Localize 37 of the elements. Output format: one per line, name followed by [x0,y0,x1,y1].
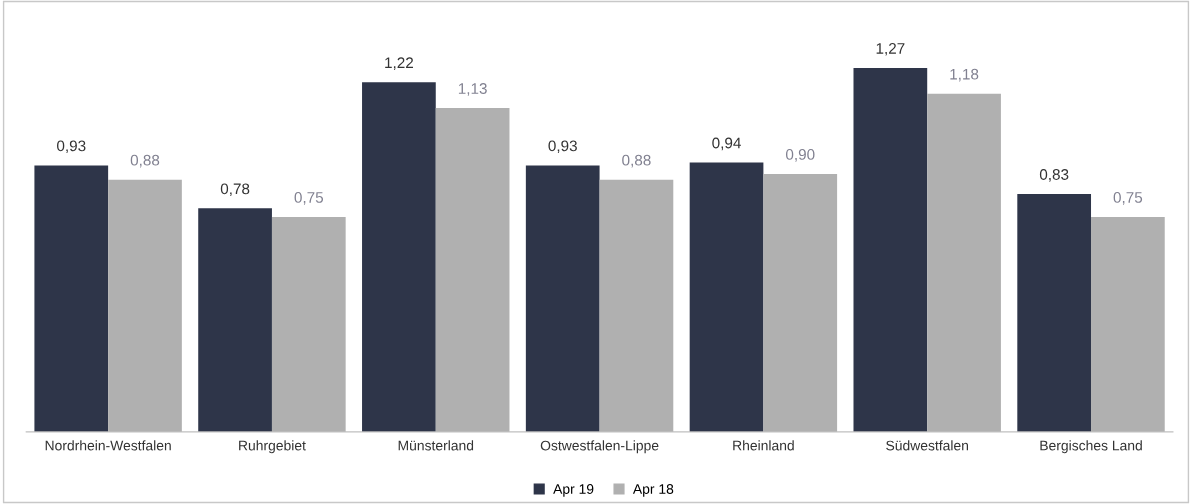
bar [853,67,928,432]
x-tick-label: Nordrhein-Westfalen [45,440,171,451]
data-label: 1,18 [950,68,979,82]
data-label: 0,94 [712,137,741,151]
data-label: 0,88 [622,154,651,168]
x-tick-label: Ruhrgebiet [239,440,306,454]
bar [525,165,600,432]
bar [927,93,1001,432]
data-label: 1,27 [876,42,905,56]
data-label: 0,75 [294,192,324,205]
x-tick-label: Bergisches Land [1040,440,1142,454]
x-tick-label: Ostwestfalen-Lippe [540,440,659,454]
bar [689,162,764,432]
legend-label: Apr 18 [632,484,674,497]
bar [34,165,109,432]
legend-label: Apr 19 [553,484,594,497]
bar [198,208,272,432]
bar [763,173,838,432]
bar [599,179,674,432]
x-tick-label: Münsterland [398,440,474,451]
bar [1017,194,1092,432]
data-label: 1,22 [385,57,413,70]
bar [108,179,182,432]
data-label: 0,83 [1039,169,1069,182]
data-label: 0,93 [57,140,86,154]
data-label: 0,93 [548,140,577,154]
data-label: 0,78 [220,183,250,197]
bar [435,108,510,432]
data-label: 1,13 [458,83,487,96]
data-label: 0,88 [130,154,160,168]
data-label: 0,75 [1113,192,1143,205]
bar [271,216,346,432]
bar [1091,216,1165,432]
data-label: 0,90 [785,149,815,162]
x-tick-label: Südwestfalen [886,440,968,451]
bar [362,82,436,432]
x-tick-label: Rheinland [733,440,794,451]
